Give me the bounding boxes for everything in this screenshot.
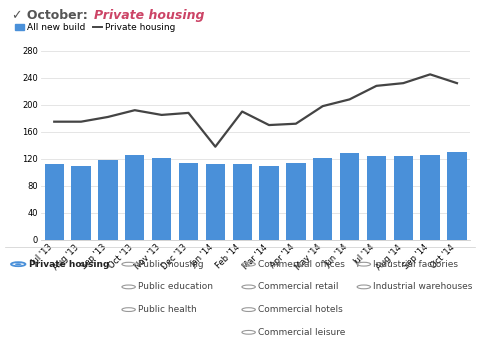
Bar — [394, 156, 413, 240]
Text: Commercial hotels: Commercial hotels — [258, 305, 343, 314]
Bar — [313, 158, 332, 240]
Bar — [179, 163, 198, 240]
Bar — [232, 164, 252, 240]
Text: Public health: Public health — [138, 305, 197, 314]
Text: Commercial retail: Commercial retail — [258, 282, 339, 291]
Text: Commercial leisure: Commercial leisure — [258, 328, 346, 337]
Bar — [259, 166, 279, 240]
Bar — [286, 163, 306, 240]
Text: Private housing: Private housing — [29, 260, 109, 269]
Legend: All new build, Private housing: All new build, Private housing — [11, 19, 180, 35]
Text: Public housing: Public housing — [138, 260, 204, 269]
Text: ✓ October:: ✓ October: — [12, 9, 92, 22]
Bar — [420, 155, 440, 240]
Bar — [45, 164, 64, 240]
Text: THE CPA/BARBOUR ABI INDEX SECTORS: THE CPA/BARBOUR ABI INDEX SECTORS — [6, 0, 268, 1]
Text: Industrial warehouses: Industrial warehouses — [373, 282, 473, 291]
Bar — [205, 164, 225, 240]
Text: Public education: Public education — [138, 282, 213, 291]
Bar — [340, 153, 359, 240]
Bar — [98, 160, 118, 240]
Bar — [447, 152, 467, 240]
Ellipse shape — [15, 263, 22, 265]
Bar — [72, 166, 91, 240]
Text: Commercial offices: Commercial offices — [258, 260, 345, 269]
Text: Industrial factories: Industrial factories — [373, 260, 458, 269]
Bar — [125, 155, 144, 240]
Bar — [367, 156, 386, 240]
Text: Private housing: Private housing — [94, 9, 204, 22]
Bar — [152, 158, 171, 240]
